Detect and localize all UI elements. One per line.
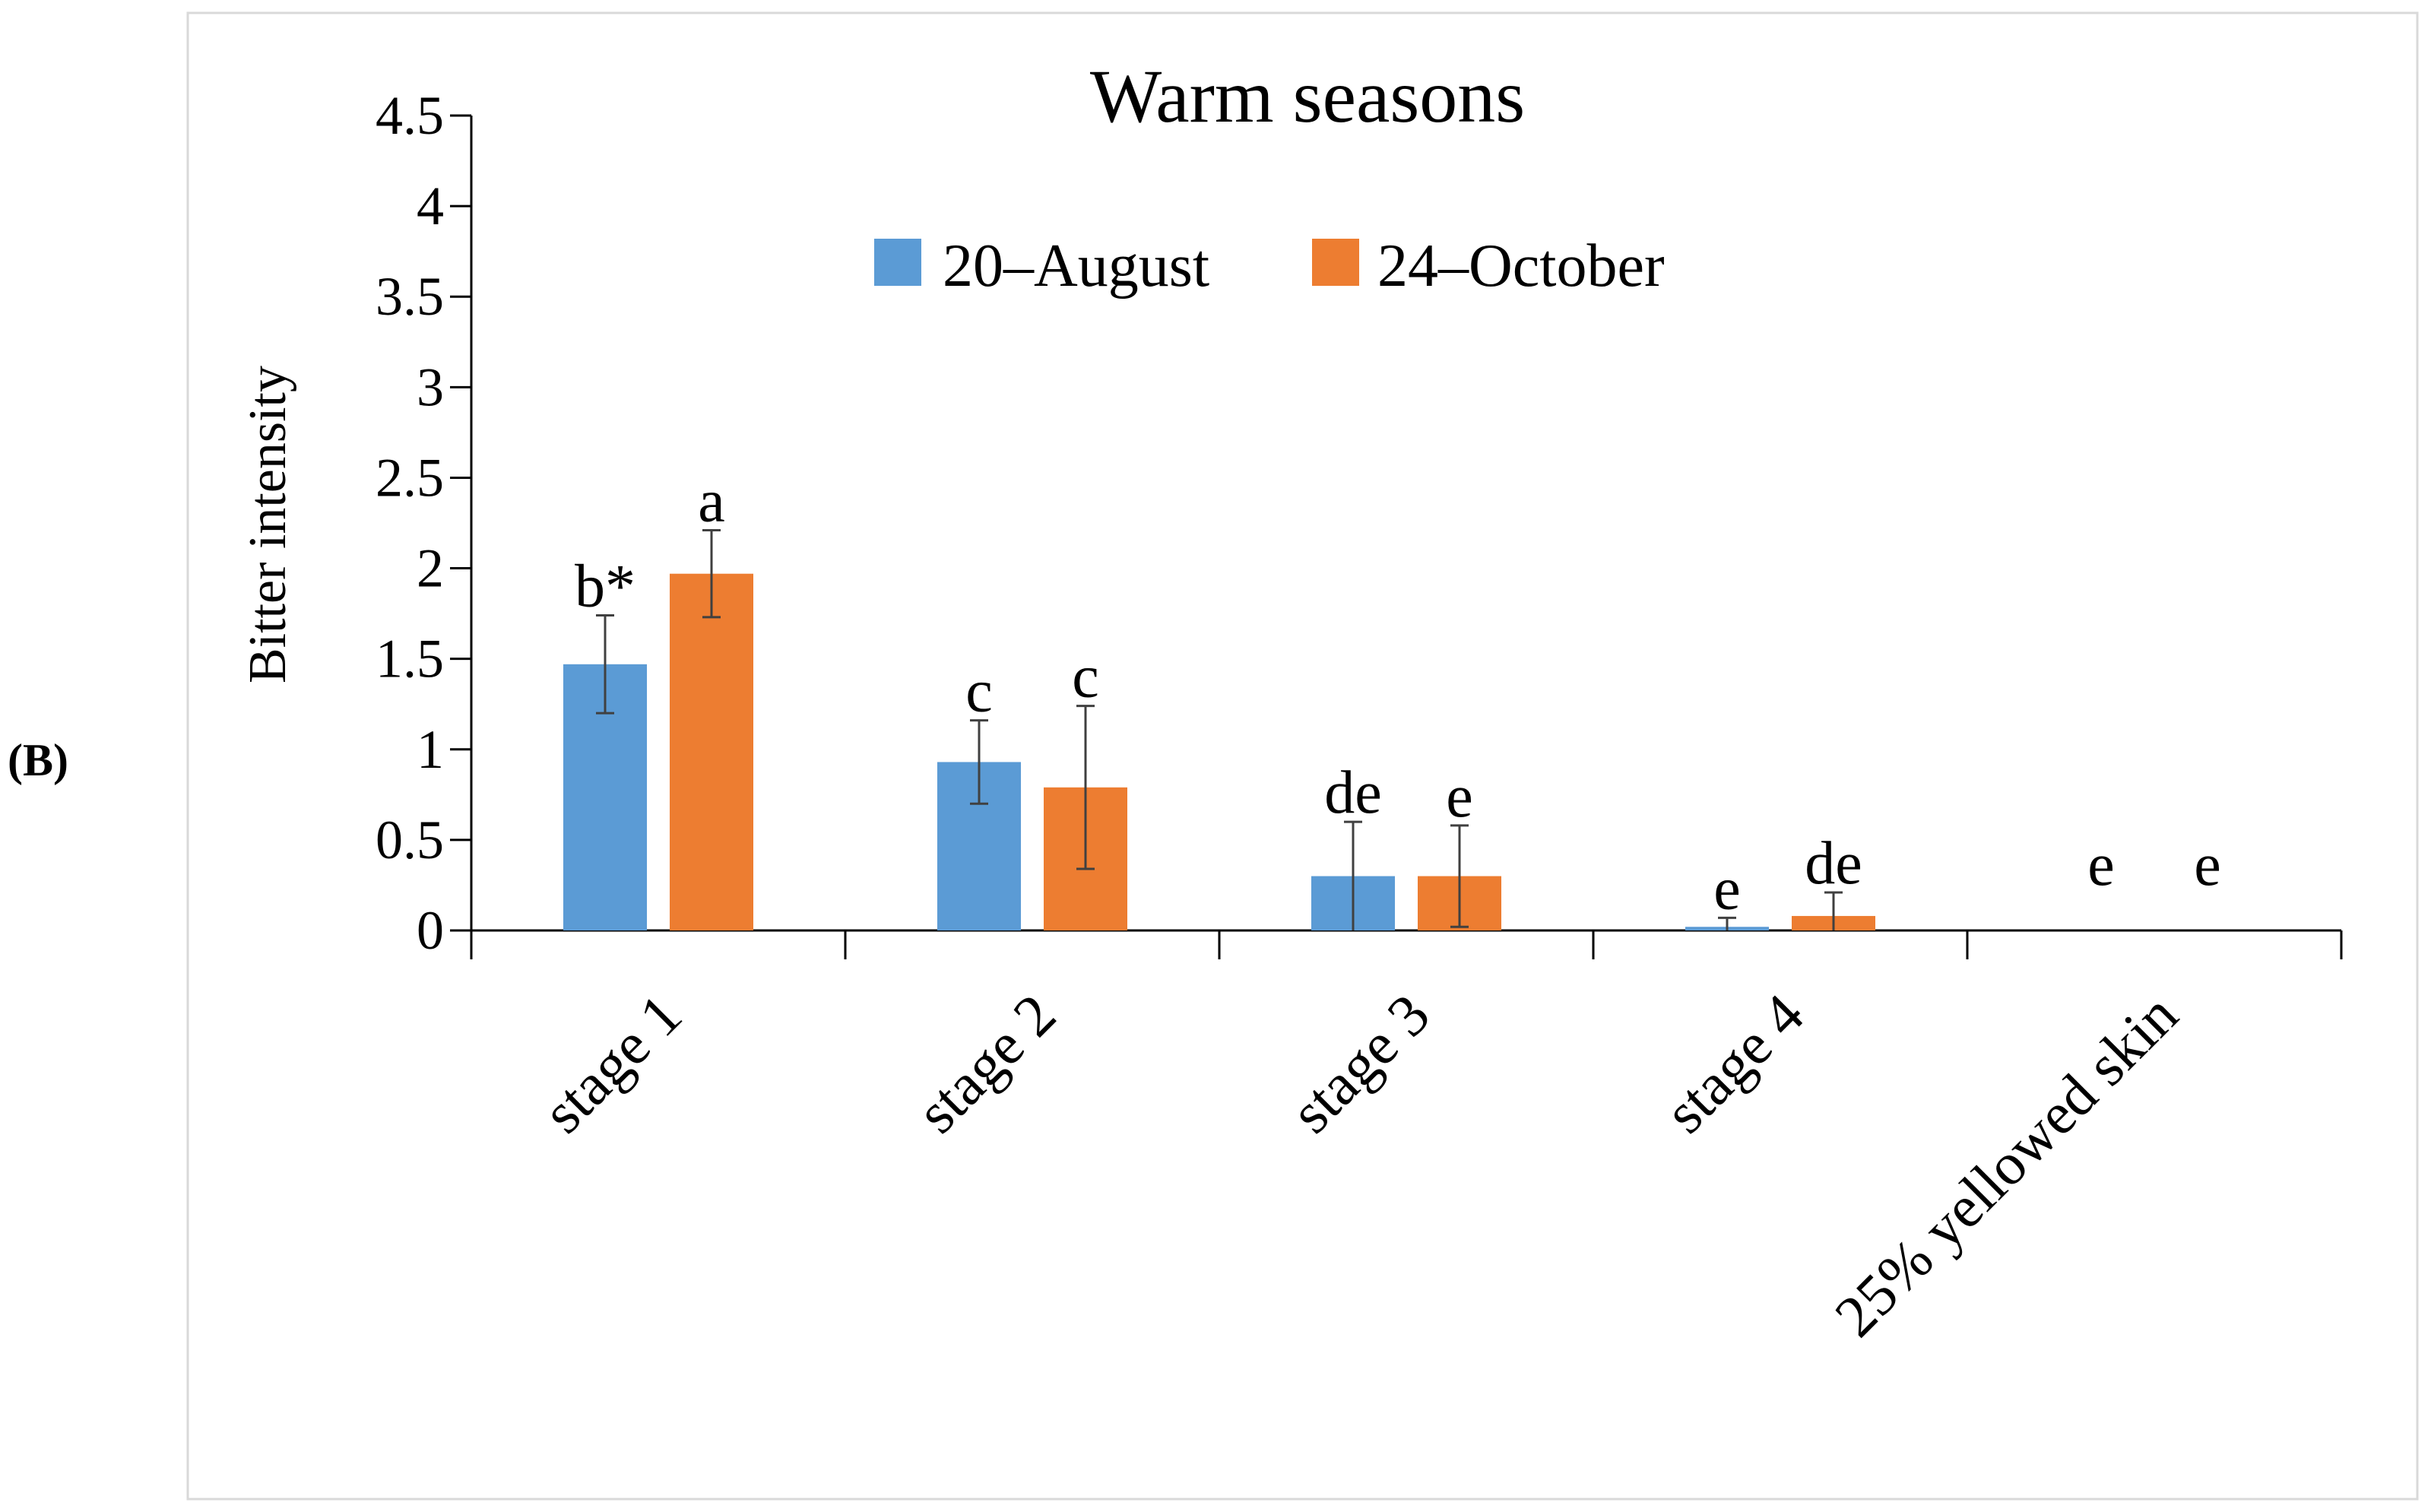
significance-letter: c bbox=[965, 658, 993, 725]
y-tick-label: 4.5 bbox=[376, 85, 444, 146]
panel-label: (B) bbox=[8, 735, 68, 785]
y-tick-label: 3.5 bbox=[376, 266, 444, 327]
significance-labels-group: b*ac cde ee de e e bbox=[575, 468, 2221, 923]
y-tick-label: 4 bbox=[417, 176, 444, 236]
legend-label-august: 20–August bbox=[943, 233, 1209, 300]
significance-letter: de bbox=[1324, 759, 1382, 826]
legend: 20–August 24–October bbox=[874, 233, 1665, 300]
y-tick-label: 0.5 bbox=[376, 810, 444, 870]
legend-swatch-october bbox=[1312, 239, 1359, 286]
bar-october bbox=[670, 573, 753, 930]
chart-frame bbox=[186, 11, 2419, 1501]
y-tick-label: 3 bbox=[417, 357, 444, 417]
significance-letter: e bbox=[2194, 832, 2221, 899]
y-tick-label: 0 bbox=[417, 900, 444, 961]
y-tick-label: 1 bbox=[417, 719, 444, 780]
chart-title: Warm seasons bbox=[1090, 54, 1525, 138]
legend-label-october: 24–October bbox=[1377, 233, 1665, 300]
y-tick-label: 1.5 bbox=[376, 629, 444, 689]
significance-letter: b* bbox=[575, 553, 635, 620]
y-tick-label: 2 bbox=[417, 538, 444, 599]
significance-letter: de bbox=[1805, 830, 1862, 897]
error-bars-group bbox=[596, 529, 1843, 930]
significance-letter: a bbox=[698, 468, 725, 535]
significance-letter: e bbox=[2087, 832, 2115, 899]
bar-series-group bbox=[563, 573, 1875, 930]
y-axis-label: Bitter intensity bbox=[239, 366, 297, 683]
x-axis-ticks bbox=[470, 930, 2343, 959]
significance-letter: e bbox=[1713, 855, 1741, 922]
significance-letter: c bbox=[1072, 644, 1099, 711]
y-tick-label: 2.5 bbox=[376, 447, 444, 508]
y-axis-ticks: 0 0.5 1 1.5 2 2.5 3 3.5 4 4.5 bbox=[376, 85, 471, 961]
significance-letter: e bbox=[1446, 763, 1473, 830]
legend-swatch-august bbox=[874, 239, 921, 286]
